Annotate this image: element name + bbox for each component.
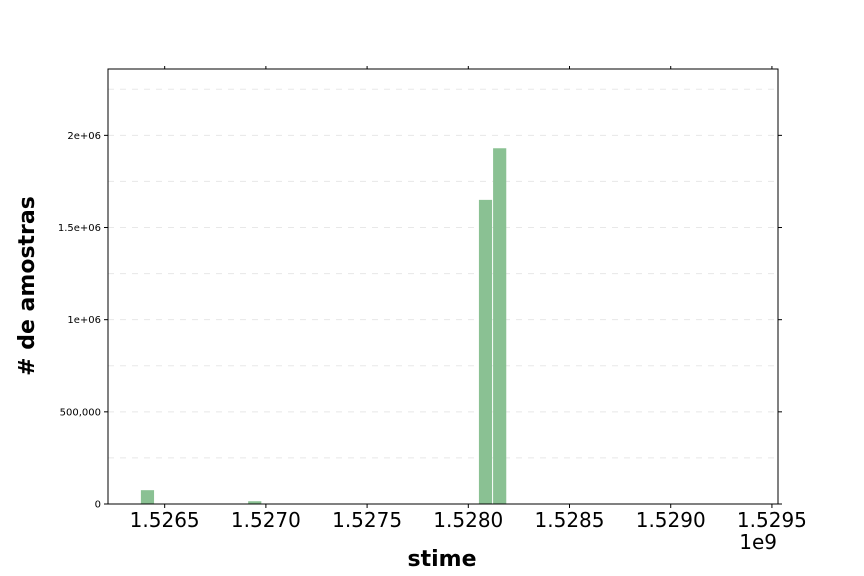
histogram-bar — [478, 199, 493, 504]
x-tick-label: 1.5295 — [737, 508, 807, 532]
histogram-bar — [248, 501, 262, 504]
y-tick-label: 1e+06 — [67, 315, 101, 326]
x-axis-label: stime — [408, 547, 477, 572]
x-tick-label: 1.5285 — [535, 508, 605, 532]
y-tick-label: 1.5e+06 — [58, 223, 101, 234]
histogram-bar — [493, 148, 507, 504]
x-tick-label: 1.5270 — [231, 508, 301, 532]
x-axis: 1.5265 1.5270 1.5275 1.5280 1.5285 1.5290 1.52… — [130, 66, 807, 532]
x-tick-label: 1.5275 — [332, 508, 402, 532]
y-tick-label: 500,000 — [60, 407, 101, 418]
grid-lines — [108, 88, 778, 459]
y-tick-label: 0 — [95, 500, 101, 511]
y-axis: 0 500,000 1e+06 1.5e+06 2e+06 — [58, 131, 782, 511]
x-tick-label: 1.5280 — [433, 508, 503, 532]
x-tick-label: 1.5290 — [636, 508, 706, 532]
y-axis-label: # de amostras — [15, 196, 40, 376]
y-tick-label: 2e+06 — [67, 131, 101, 142]
plot-frame — [107, 68, 779, 505]
histogram-bar — [140, 490, 155, 504]
x-offset-label: 1e9 — [739, 530, 777, 554]
bars — [140, 148, 507, 504]
x-tick-label: 1.5265 — [130, 508, 200, 532]
